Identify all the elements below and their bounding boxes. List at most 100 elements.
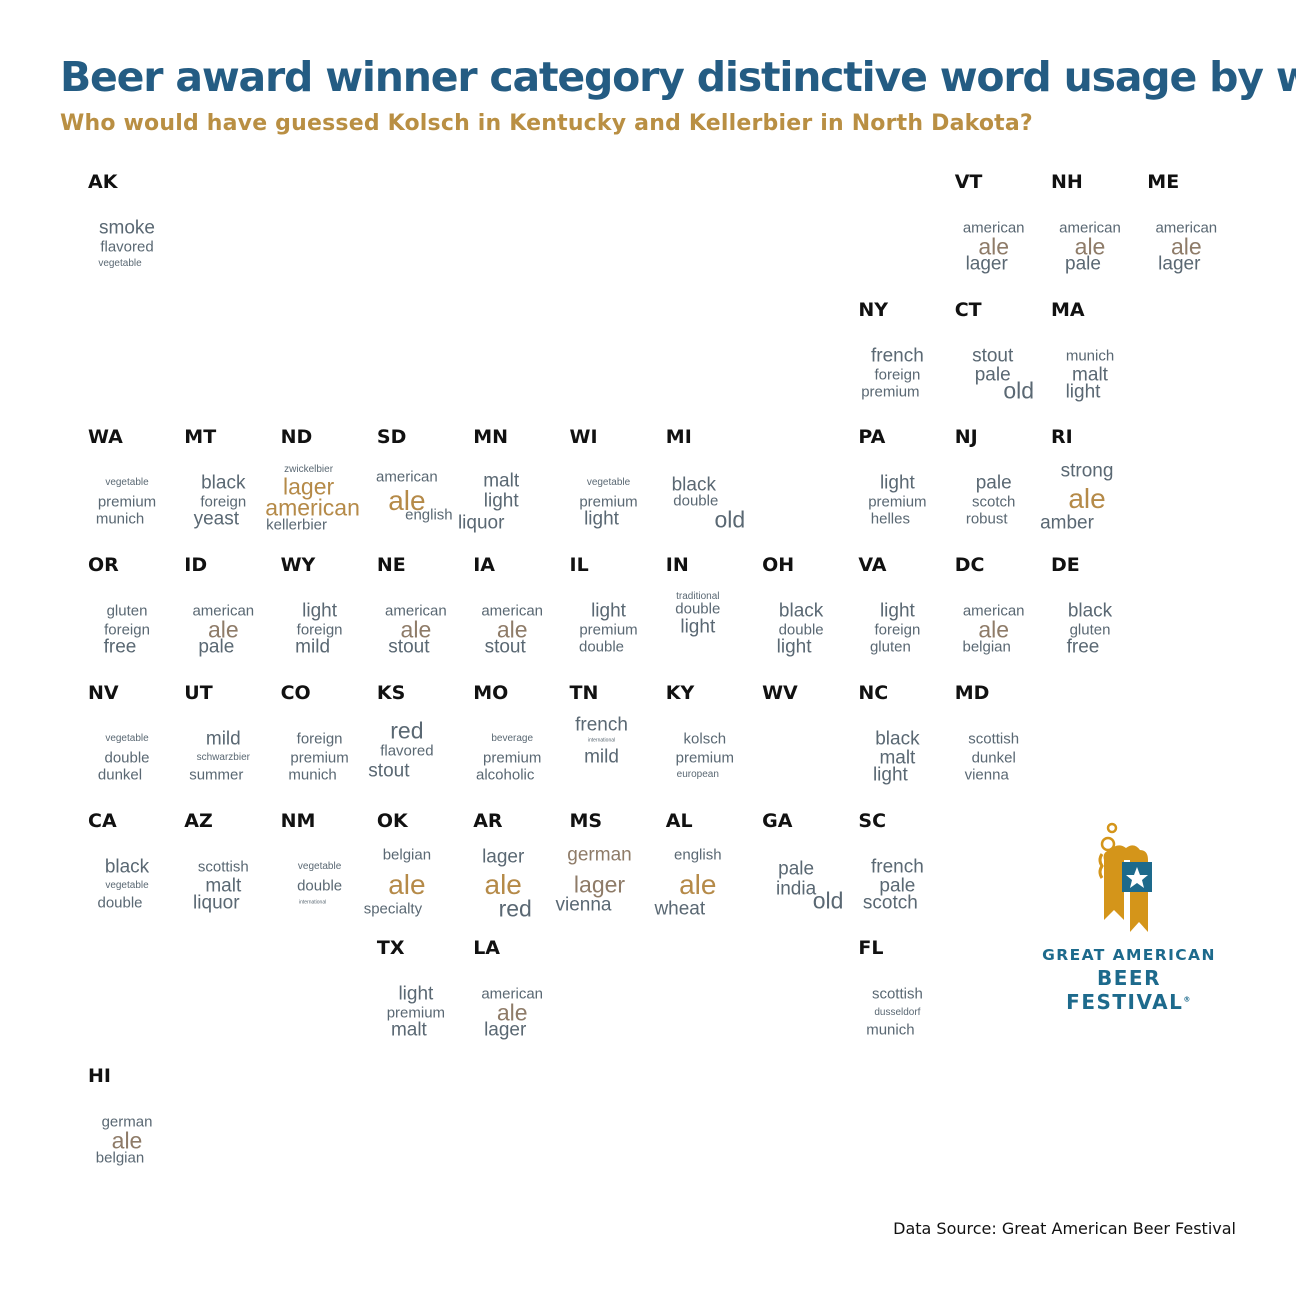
state-word: light [680, 616, 716, 638]
state-cell-id: ID american ale pale [176, 553, 272, 681]
state-word: beverage [491, 732, 534, 744]
state-word: black [1067, 600, 1113, 622]
state-word: gluten [106, 602, 148, 620]
state-abbr: WA [88, 426, 123, 449]
state-word: light [872, 764, 908, 786]
state-word: liquor [193, 892, 240, 913]
state-word: dunkel [97, 766, 143, 784]
state-abbr: AR [473, 809, 503, 832]
state-cell-or: OR gluten foreign free [80, 553, 176, 681]
state-cell-ny: NY french foreign premium [850, 298, 946, 426]
data-source-note: Data Source: Great American Beer Festiva… [893, 1219, 1236, 1238]
state-abbr: TN [569, 681, 599, 704]
state-word: liquor [457, 512, 505, 534]
state-word: free [1066, 636, 1100, 658]
state-abbr: DE [1051, 554, 1080, 577]
state-word: pale [974, 364, 1011, 386]
state-word: yeast [193, 508, 240, 530]
state-word: scotch [862, 892, 918, 913]
state-cell-wy: WY light foreign mild [273, 553, 369, 681]
state-abbr: OR [88, 554, 119, 577]
state-word: malt [390, 1019, 427, 1041]
state-abbr: AZ [184, 809, 213, 832]
state-word: double [97, 894, 143, 911]
state-word: american [481, 602, 544, 620]
state-cell-pa: PA light premium helles [850, 425, 946, 553]
state-word: flavored [100, 238, 154, 256]
state-abbr: NY [858, 298, 889, 321]
state-abbr: DC [954, 554, 985, 577]
state-word: free [103, 636, 137, 658]
state-word: strong [1060, 460, 1114, 482]
state-abbr: MS [569, 809, 603, 832]
state-word: light [398, 983, 434, 1005]
state-word: lager [965, 253, 1008, 275]
state-abbr: OH [762, 554, 795, 577]
state-cell-nc: NC black malt light [850, 681, 946, 809]
state-cell-sd: SD american ale english [369, 425, 465, 553]
state-word: flavored [380, 742, 434, 760]
gabf-logo: GREAT AMERICAN BEER FESTIVAL® [1034, 822, 1224, 1014]
state-cell-nv: NV vegetable double dunkel [80, 681, 176, 809]
logo-text-line2-label: BEER FESTIVAL [1066, 966, 1184, 1014]
state-word: international [298, 899, 327, 905]
state-abbr: VA [858, 554, 887, 577]
state-word: lager [283, 473, 335, 500]
state-word: smoke [99, 217, 155, 239]
state-cell-tx: TX light premium malt [369, 936, 465, 1064]
state-word: belgian [382, 846, 432, 863]
state-abbr: CA [88, 809, 117, 832]
state-word: english [405, 506, 453, 524]
state-abbr: KS [376, 681, 406, 704]
chart-subtitle: Who would have guessed Kolsch in Kentuck… [60, 111, 1033, 136]
state-word: ale [207, 616, 239, 643]
state-word: light [879, 472, 915, 494]
state-word: ale [679, 868, 717, 900]
state-word: double [104, 749, 150, 767]
state-abbr: NH [1051, 171, 1083, 193]
state-word: munich [288, 766, 337, 784]
state-word: foreign [874, 366, 921, 384]
state-word: belgian [95, 1149, 145, 1167]
state-word: munich [95, 510, 145, 528]
state-word: double [578, 638, 625, 656]
state-abbr: FL [858, 937, 884, 960]
state-cell-nm: NM vegetable double international [273, 809, 369, 937]
state-word: india [776, 878, 817, 899]
state-word: premium [675, 749, 734, 767]
state-word: french [870, 856, 924, 877]
state-abbr: WV [762, 681, 798, 704]
state-word: ale [400, 616, 432, 643]
state-cell-ri: RI strong ale amber [1040, 425, 1139, 553]
state-word: dusseldorf [874, 1007, 921, 1019]
state-cell-mn: MN malt light liquor [458, 425, 561, 553]
state-cell-in: IN traditional double light [658, 553, 754, 681]
state-abbr: CO [280, 681, 311, 704]
state-word: ale [388, 485, 426, 517]
state-word: pale [1065, 253, 1101, 275]
state-word: pale [778, 858, 815, 879]
state-abbr: NM [280, 809, 316, 832]
state-abbr: WY [280, 554, 316, 577]
chart-title: Beer award winner category distinctive w… [60, 53, 1296, 101]
state-word: premium [579, 493, 638, 511]
state-abbr: KY [665, 681, 695, 704]
state-word: mild [584, 746, 619, 768]
state-word: zwickelbier [284, 464, 334, 476]
state-word: vienna [964, 766, 1009, 784]
state-word: ale [1068, 483, 1106, 515]
state-word: red [498, 895, 532, 921]
state-cell-ut: UT mild schwarzbier summer [176, 681, 272, 809]
state-cell-al: AL english ale wheat [654, 809, 754, 937]
state-word: english [674, 846, 722, 863]
state-word: lager [484, 1019, 527, 1041]
state-abbr: GA [762, 809, 793, 832]
state-word: american [265, 494, 360, 521]
state-word: summer [189, 766, 244, 784]
state-word: vegetable [105, 879, 149, 891]
state-word: scottish [197, 858, 249, 875]
state-word: ale [496, 999, 528, 1026]
state-word: dunkel [971, 749, 1016, 767]
state-word: light [302, 600, 338, 622]
state-word: pale [879, 875, 916, 896]
